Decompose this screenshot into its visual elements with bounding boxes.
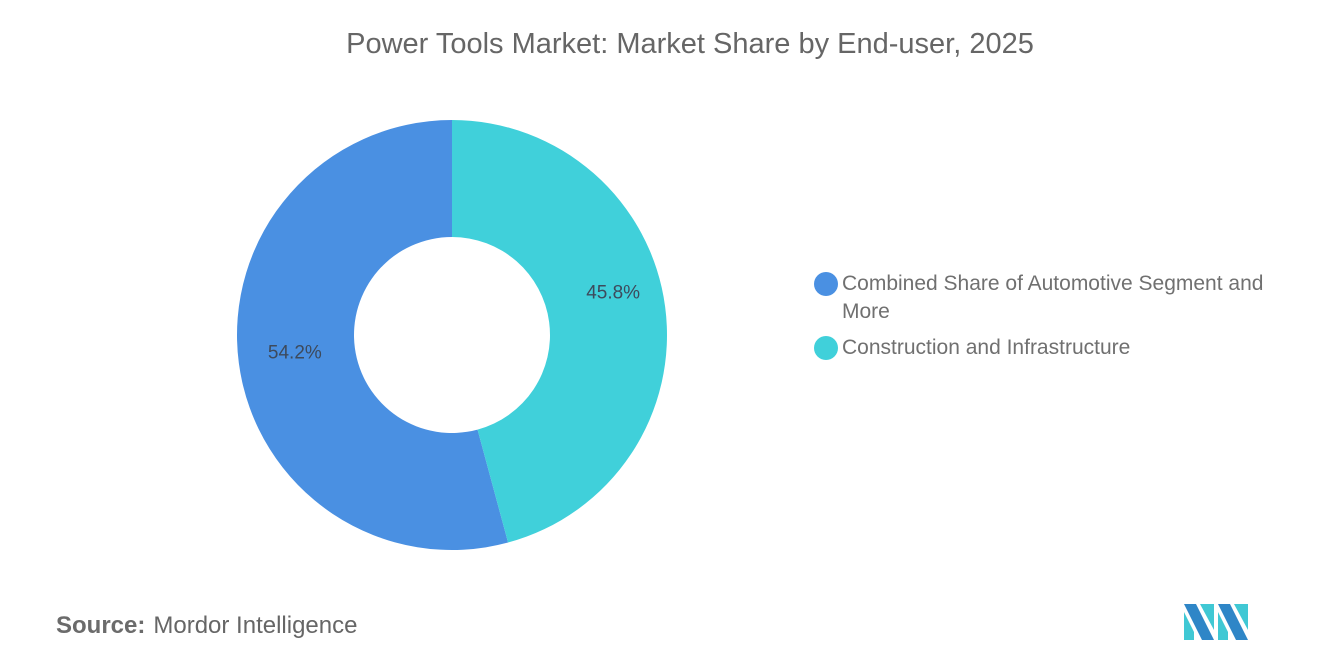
legend: Combined Share of Automotive Segment and…	[814, 270, 1314, 370]
legend-dot-icon	[814, 272, 838, 296]
source-note: Source: Mordor Intelligence	[56, 612, 357, 640]
legend-label: Construction and Infrastructure	[842, 336, 1131, 359]
source-value: Mordor Intelligence	[153, 612, 358, 639]
mordor-intelligence-logo-icon	[1184, 604, 1248, 640]
slice-automotive-and-more[interactable]	[236, 120, 509, 551]
legend-label: Combined Share of Automotive Segment and…	[842, 272, 1264, 323]
chart-title: Power Tools Market: Market Share by End-…	[346, 28, 1034, 60]
slice-construction-infrastructure[interactable]	[452, 120, 667, 543]
slice-label-automotive: 54.2%	[268, 343, 322, 364]
legend-dot-icon	[814, 336, 838, 360]
slice-label-construction: 45.8%	[586, 282, 640, 303]
legend-item-automotive[interactable]: Combined Share of Automotive Segment and…	[814, 270, 1314, 326]
source-label: Source:	[56, 612, 146, 639]
legend-item-construction[interactable]: Construction and Infrastructure	[814, 334, 1314, 362]
